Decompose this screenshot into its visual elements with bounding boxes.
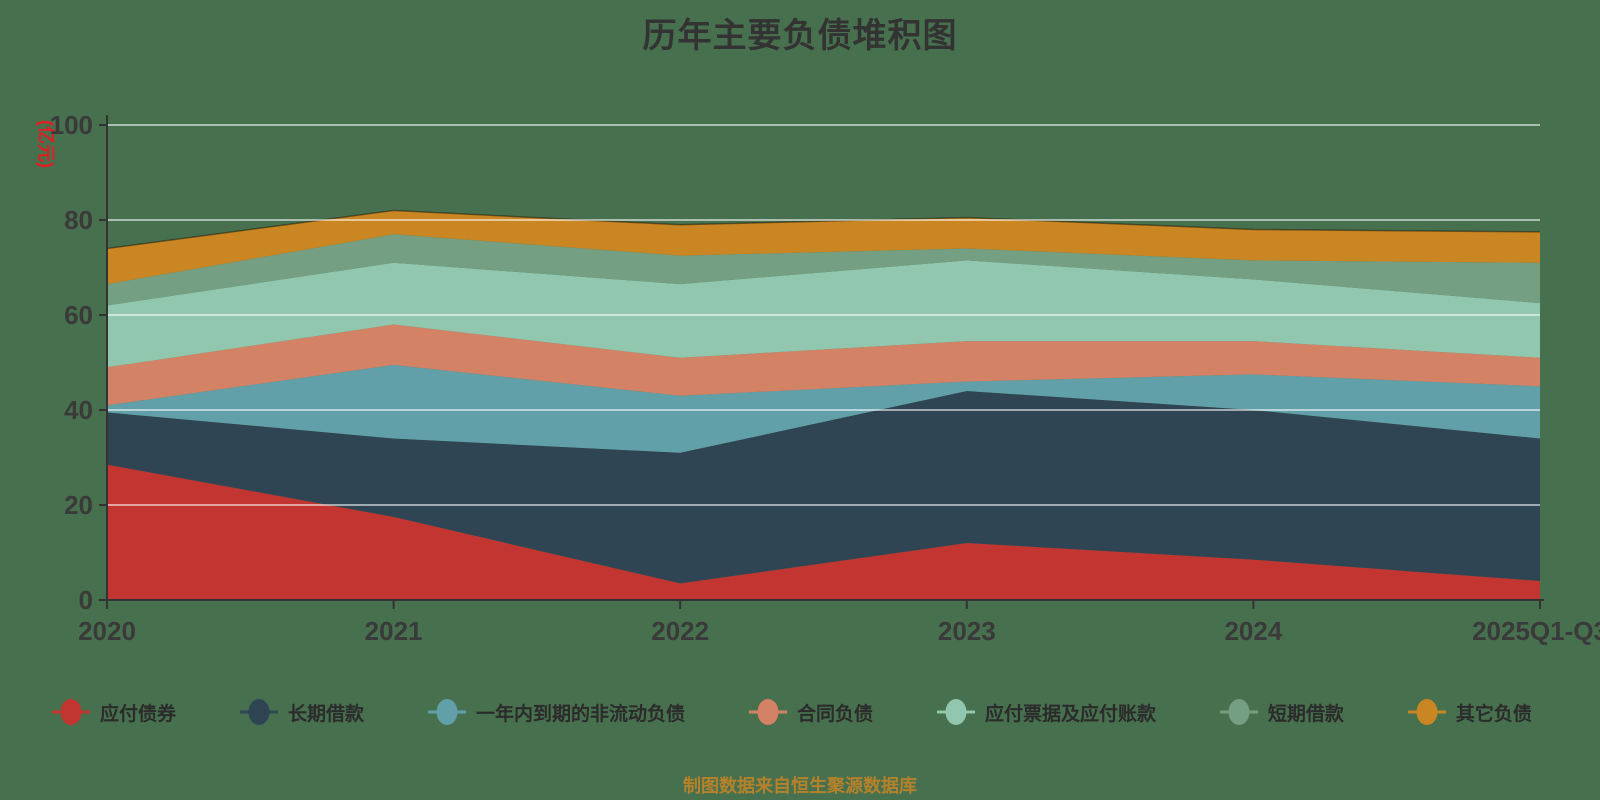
y-tick-label-40: 40: [64, 395, 93, 425]
stacked-area-chart: 0 20 40 60 80 100 2020 2021 2022 2023 2024 2025Q1-Q…: [50, 110, 1600, 646]
y-tick-label-80: 80: [64, 205, 93, 235]
legend-marker-icon: [936, 699, 975, 725]
x-tick-label-0: 2020: [78, 616, 136, 646]
legend-label: 合同负债: [796, 703, 873, 725]
legend-marker-icon: [52, 699, 90, 725]
legend-marker-icon: [1219, 699, 1258, 725]
area-series-3: [107, 324, 1540, 406]
legend-marker-icon: [239, 699, 278, 725]
legend-label: 长期借款: [287, 703, 364, 725]
area-series-6: [107, 210, 1540, 285]
legend-marker-icon: [1407, 699, 1446, 725]
area-series-2: [107, 364, 1540, 453]
legend-item-4[interactable]: 应付票据及应付账款: [936, 698, 1156, 726]
legend-label: 应付票据及应付账款: [984, 703, 1156, 725]
legend-label: 应付债券: [100, 703, 177, 725]
legend-label: 一年内到期的非流动负债: [475, 703, 685, 725]
y-tick-label-20: 20: [64, 490, 93, 520]
x-tick-label-2: 2022: [651, 616, 709, 646]
area-series-5: [107, 234, 1540, 306]
y-tick-label-100: 100: [50, 110, 93, 140]
x-tick-label-1: 2021: [365, 616, 423, 646]
legend-item-2[interactable]: 一年内到期的非流动负债: [427, 698, 685, 726]
legend-item-6[interactable]: 其它负债: [1407, 698, 1532, 726]
legend-label: 短期借款: [1267, 703, 1344, 725]
y-tick-label-0: 0: [79, 585, 93, 615]
area-series-4: [107, 260, 1540, 368]
area-series-0: [107, 464, 1540, 600]
x-tick-label-5: 2025Q1-Q3: [1472, 616, 1600, 646]
legend-label: 其它负债: [1455, 703, 1532, 725]
data-source-note: 制图数据来自恒生聚源数据库: [683, 776, 917, 796]
chart-legend: 应付债券 长期借款 一年内到期的非流动负债 合同负债 应付票据及应付账款 短期借款 其它负债: [0, 698, 1600, 726]
legend-item-1[interactable]: 长期借款: [239, 698, 364, 726]
area-series-1: [107, 391, 1540, 584]
legend-item-0[interactable]: 应付债券: [52, 698, 176, 726]
y-tick-label-60: 60: [64, 300, 93, 330]
legend-item-5[interactable]: 短期借款: [1219, 698, 1344, 726]
x-tick-label-3: 2023: [938, 616, 996, 646]
chart-title: 历年主要负债堆积图: [642, 17, 958, 55]
legend-marker-icon: [427, 699, 466, 725]
stack-top-line: [106, 209, 1541, 250]
legend-marker-icon: [748, 699, 787, 725]
legend-item-3[interactable]: 合同负债: [748, 698, 873, 726]
x-tick-label-4: 2024: [1224, 616, 1282, 646]
